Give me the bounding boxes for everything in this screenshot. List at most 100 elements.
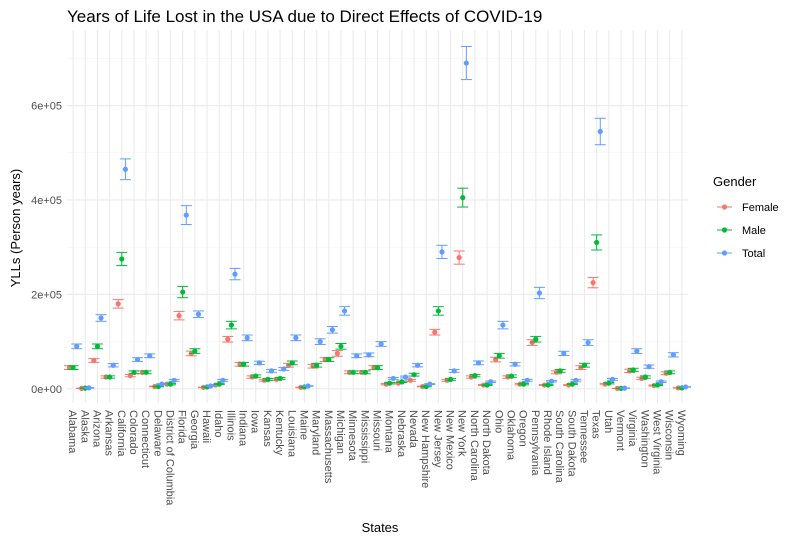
data-point [630, 367, 636, 373]
x-tick-label: Connecticut [139, 410, 151, 468]
x-tick-label: Mississippi [358, 410, 370, 463]
data-point [366, 352, 372, 358]
data-point [378, 341, 384, 347]
data-point [143, 369, 149, 375]
y-tick-label: 0e+00 [31, 384, 62, 396]
x-tick-label: Arizona [90, 410, 102, 448]
x-tick-label: Louisiana [285, 410, 297, 458]
series-total [71, 46, 692, 391]
data-point [208, 383, 214, 389]
legend-label: Male [742, 225, 766, 237]
data-point [338, 343, 344, 349]
data-point [98, 315, 104, 321]
data-point [371, 364, 377, 371]
data-point [305, 383, 311, 389]
data-point [183, 212, 189, 218]
data-point [642, 374, 648, 380]
data-point [432, 329, 438, 335]
x-tick-label: Maine [297, 410, 309, 440]
data-point [66, 364, 73, 371]
data-point [314, 362, 320, 368]
data-point [463, 60, 469, 66]
data-point [634, 348, 640, 354]
legend-key-point [721, 204, 728, 210]
data-point [524, 377, 530, 383]
data-point [228, 322, 234, 328]
data-point [488, 379, 494, 385]
data-point [427, 381, 433, 387]
data-point [127, 373, 133, 379]
x-tick-label: Idaho [212, 410, 224, 438]
x-tick-label: Hawaii [200, 410, 212, 443]
data-point [472, 373, 478, 379]
data-point [387, 380, 393, 386]
x-tick-label: Vermont [614, 410, 626, 451]
x-tick-label: Pennsylvania [529, 410, 541, 476]
data-point [402, 374, 409, 380]
x-tick-label: Washington [638, 410, 650, 468]
data-point [415, 362, 421, 368]
x-tick-label: Oklahoma [504, 410, 516, 461]
data-point [646, 364, 652, 370]
data-point [159, 381, 165, 387]
data-point [237, 361, 243, 367]
data-point [322, 356, 328, 363]
data-point [107, 374, 113, 380]
x-tick-label: Texas [590, 410, 602, 439]
legend-item-female: Female [717, 202, 779, 214]
x-tick-label: Rhode Island [541, 410, 553, 475]
data-point [622, 385, 628, 391]
x-tick-label: Tennessee [578, 410, 590, 463]
series-male [67, 187, 688, 391]
x-tick-label: California [115, 410, 127, 457]
x-tick-label: Michigan [334, 410, 346, 454]
data-point [354, 353, 360, 359]
data-point [167, 381, 174, 387]
x-tick-label: Alaska [78, 410, 90, 444]
data-point [362, 369, 368, 375]
data-point [533, 336, 539, 342]
legend-key-point [721, 250, 728, 256]
x-tick-label: South Dakota [565, 410, 577, 478]
data-point [407, 377, 414, 383]
data-point [411, 372, 417, 378]
data-point [326, 356, 332, 363]
data-point [350, 369, 356, 375]
legend-item-total: Total [717, 248, 765, 260]
data-point [500, 322, 506, 328]
data-point [517, 381, 523, 387]
data-point [451, 368, 457, 374]
legend-item-male: Male [717, 225, 766, 237]
data-point [594, 239, 600, 246]
legend-label: Total [742, 248, 765, 260]
data-point [281, 366, 287, 372]
data-point [508, 373, 515, 379]
x-tick-label: North Carolina [468, 410, 480, 482]
x-tick-label: Florida [176, 410, 188, 445]
data-point [341, 308, 348, 314]
data-point [220, 377, 226, 383]
x-tick-label: Wisconsin [663, 410, 675, 460]
data-point [192, 348, 198, 354]
data-point [573, 377, 579, 383]
data-point [134, 356, 141, 363]
data-point [682, 384, 689, 390]
data-point [86, 385, 92, 391]
legend-label: Female [742, 202, 779, 214]
x-tick-label: Massachusetts [322, 410, 334, 484]
data-point [265, 376, 271, 382]
data-point [94, 343, 101, 349]
x-tick-label: Iowa [249, 410, 261, 434]
x-tick-label: West Virginia [651, 410, 663, 475]
y-axis-title: YLLs (Person years) [8, 169, 23, 288]
data-point [232, 271, 238, 277]
x-tick-label: Maryland [310, 410, 322, 455]
data-point [667, 369, 673, 375]
data-point [115, 301, 121, 307]
data-point [334, 350, 340, 357]
data-point [256, 360, 262, 366]
data-point [147, 353, 153, 359]
x-tick-label: Delaware [151, 410, 163, 456]
y-tick-label: 6e+05 [31, 101, 62, 113]
